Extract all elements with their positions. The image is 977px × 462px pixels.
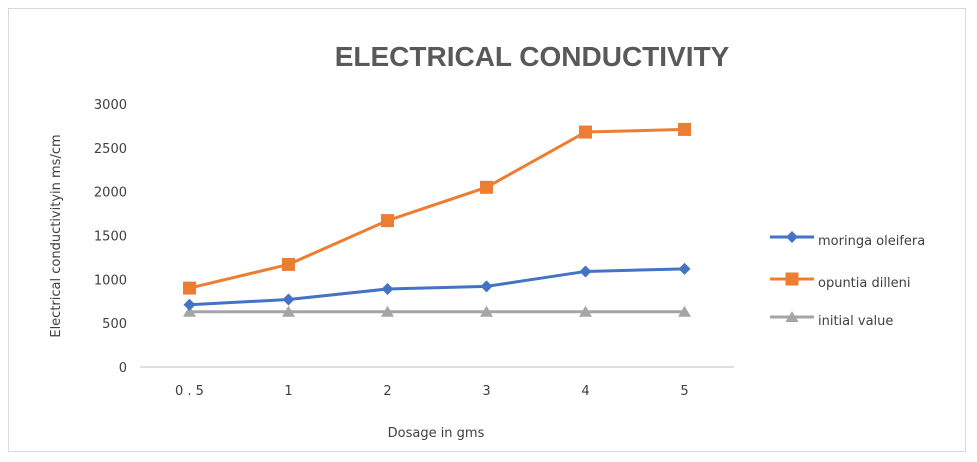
y-axis: 0 500 1000 1500 2000 2500 3000 [94,98,127,376]
series-layer [183,122,691,317]
data-point [480,305,493,317]
legend-marker [786,231,798,243]
y-tick-label: 1000 [94,273,127,288]
legend-label: initial value [818,314,893,329]
series-line [189,267,685,307]
data-point [381,305,394,317]
legend-item: opuntia dilleni [770,272,910,291]
data-point [678,262,691,275]
chart-title: ELECTRICAL CONDUCTIVITY [335,41,730,72]
data-point [579,265,592,278]
x-axis-label: Dosage in gms [388,426,485,441]
data-point [381,214,394,228]
y-tick-label: 0 [119,361,127,376]
x-axis: 0 . 5 1 2 3 4 5 [175,384,689,399]
x-tick-label: 1 [284,384,292,399]
series-0 [183,262,691,311]
x-tick-label: 3 [482,384,490,399]
data-point [282,305,295,317]
data-point [183,281,196,295]
data-point [480,280,493,293]
data-point [579,305,592,317]
legend: moringa oleifera opuntia dilleni initial v… [770,231,925,329]
legend-marker [785,272,799,286]
series-2 [183,305,691,317]
x-tick-label: 5 [680,384,688,399]
y-axis-label: Electrical conductivityin ms/cm [49,134,64,337]
y-tick-label: 500 [102,317,127,332]
y-tick-label: 1500 [94,230,127,245]
x-tick-label: 4 [581,384,589,399]
legend-label: moringa oleifera [818,234,925,249]
y-tick-label: 3000 [94,98,127,113]
data-point [579,125,592,139]
series-line [189,127,685,290]
x-tick-label: 2 [383,384,391,399]
legend-item: initial value [770,311,893,329]
data-point [282,293,295,306]
data-point [183,305,196,317]
legend-label: opuntia dilleni [818,276,910,291]
data-point [183,298,196,311]
data-point [480,180,493,194]
y-tick-label: 2500 [94,142,127,157]
data-point [678,305,691,317]
legend-item: moringa oleifera [770,231,925,249]
x-tick-label: 0 . 5 [175,384,204,399]
chart-frame [8,8,966,452]
y-tick-label: 2000 [94,186,127,201]
data-point [282,257,295,271]
legend-marker [785,311,799,322]
data-point [381,282,394,295]
series-1 [183,122,691,295]
data-point [678,122,691,136]
